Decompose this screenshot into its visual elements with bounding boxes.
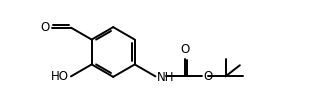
Text: NH: NH [157,71,175,84]
Text: O: O [204,70,213,83]
Text: O: O [180,43,189,56]
Text: O: O [40,21,49,34]
Text: HO: HO [51,70,69,83]
